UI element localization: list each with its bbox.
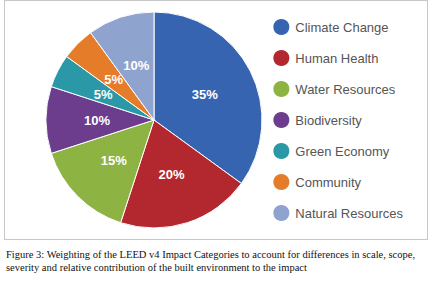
svg-text:10%: 10% [84,113,110,128]
html-text:Figure 3: Weighting of the LEE: Figure 3: Weighting of the LEED v4 Impac… [6,249,415,273]
svg-text:5%: 5% [94,87,113,102]
svg-text:Natural Resources: Natural Resources [295,206,403,221]
svg-text:Water Resources: Water Resources [295,82,395,97]
svg-text:5%: 5% [104,72,123,87]
svg-text:35%: 35% [192,87,218,102]
svg-text:Climate Change: Climate Change [295,20,388,35]
svg-text:10%: 10% [123,58,149,73]
svg-text:Human Health: Human Health [295,51,378,66]
svg-text:Green Economy: Green Economy [295,144,389,159]
svg-text:15%: 15% [101,153,127,168]
svg-text:Community: Community [295,175,361,190]
svg-text:20%: 20% [159,167,185,182]
svg-text:Biodiversity: Biodiversity [295,113,362,128]
